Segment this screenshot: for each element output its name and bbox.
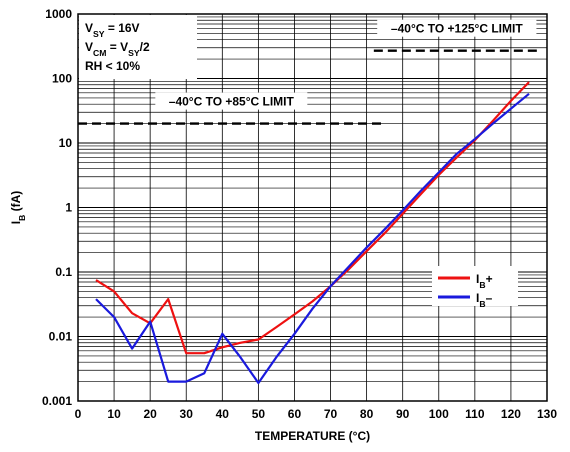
y-axis-label: IB (fA): [9, 191, 27, 225]
x-axis-label: TEMPERATURE (°C): [255, 429, 370, 443]
y-tick-label: 0.01: [49, 330, 73, 344]
x-tick-label: 90: [396, 407, 410, 421]
conditions-box-bg: [79, 15, 197, 79]
legend: IB+IB–: [432, 266, 518, 309]
x-tick-label: 70: [324, 407, 338, 421]
x-tick-label: 110: [465, 407, 485, 421]
x-tick-label: 40: [216, 407, 230, 421]
series-line-ib-minus: [95, 92, 530, 385]
condition-label: RH < 10%: [85, 59, 140, 73]
limit-label: –40°C TO +85°C LIMIT: [169, 95, 295, 109]
legend-label: IB–: [476, 291, 493, 309]
limit-label: –40°C TO +125°C LIMIT: [391, 22, 523, 36]
x-tick-label: 10: [107, 407, 121, 421]
x-tick-label: 50: [252, 407, 266, 421]
condition-label: VCM = VSY/2: [85, 40, 150, 58]
y-tick-label: 0.001: [42, 394, 72, 408]
limit-label-bg: [377, 19, 537, 37]
x-tick-label: 60: [288, 407, 302, 421]
y-tick-label: 1: [65, 201, 72, 215]
x-tick-label: 80: [360, 407, 374, 421]
limit-label-bg: [155, 92, 308, 110]
condition-label: VSY = 16V: [85, 21, 140, 39]
series-line-ib-plus: [95, 81, 530, 355]
x-tick-label: 20: [143, 407, 157, 421]
y-tick-label: 10: [59, 136, 73, 150]
x-tick-label: 0: [75, 407, 82, 421]
x-tick-label: 30: [180, 407, 194, 421]
x-tick-label: 120: [501, 407, 521, 421]
y-tick-label: 0.1: [55, 265, 72, 279]
legend-box: [432, 266, 518, 306]
legend-label: IB+: [476, 272, 493, 290]
x-tick-label: 130: [537, 407, 557, 421]
tick-labels: 0 10 20 30 40 50 60 70 80 90 100 110 120 1300.0010.01…: [42, 7, 557, 421]
limit-lines: [78, 49, 540, 125]
y-tick-label: 1000: [45, 7, 72, 21]
y-tick-label: 100: [52, 72, 72, 86]
plot-frame: [77, 13, 548, 402]
annotations: –40°C TO +85°C LIMIT –40°C TO +125°C LIMI…: [79, 15, 537, 110]
x-tick-label: 100: [429, 407, 449, 421]
series-lines: [95, 81, 530, 385]
